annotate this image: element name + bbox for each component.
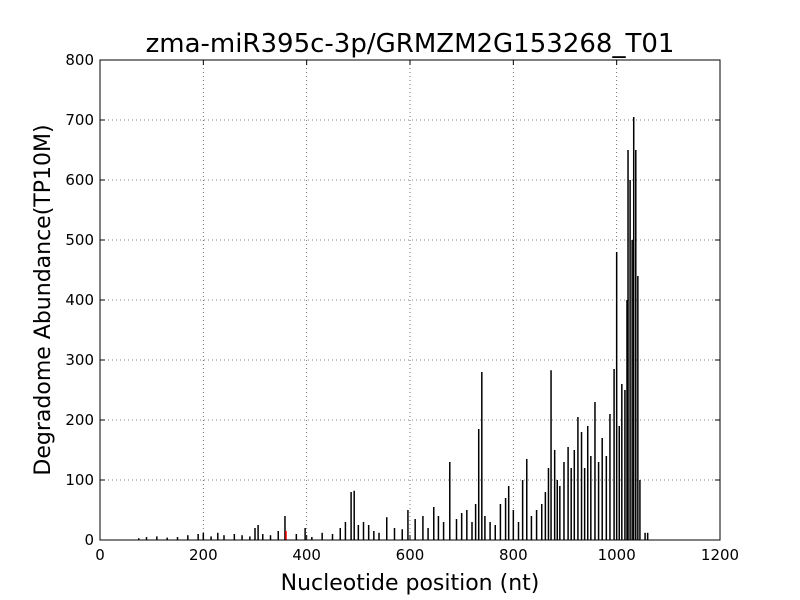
x-tick-label: 200 [189, 546, 218, 564]
x-tick-label: 400 [292, 546, 321, 564]
x-tick-label: 800 [499, 546, 528, 564]
x-tick-label: 600 [396, 546, 425, 564]
x-tick-label: 1200 [701, 546, 739, 564]
y-tick-label: 700 [65, 111, 94, 129]
y-tick-label: 0 [84, 531, 94, 549]
chart-title: zma-miR395c-3p/GRMZM2G153268_T01 [146, 29, 675, 59]
y-tick-label: 400 [65, 291, 94, 309]
y-tick-label: 300 [65, 351, 94, 369]
y-tick-label: 200 [65, 411, 94, 429]
plot-frame [99, 59, 721, 541]
y-tick-label: 800 [65, 51, 94, 69]
x-tick-label: 1000 [598, 546, 636, 564]
y-axis-label: Degradome Abundance(TP10M) [31, 124, 56, 475]
y-tick-label: 600 [65, 171, 94, 189]
x-axis-label: Nucleotide position (nt) [281, 571, 540, 596]
y-tick-label: 100 [65, 471, 94, 489]
x-tick-label: 0 [95, 546, 105, 564]
y-tick-label: 500 [65, 231, 94, 249]
